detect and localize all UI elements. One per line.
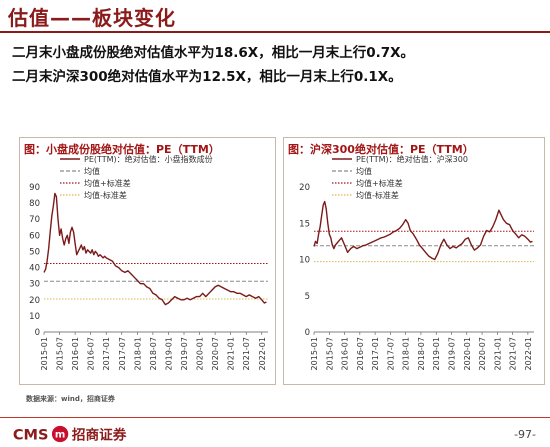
chart-hs300-panel: 图：沪深300绝对估值：PE（TTM） PE(TTM)：绝对估值：沪深300 均值…	[283, 137, 545, 385]
x-tick-label: 2016-07	[87, 337, 96, 370]
chart-small-cap-title: 图：小盘成份股绝对估值：PE（TTM）	[24, 143, 220, 156]
x-tick-label: 2017-07	[118, 337, 127, 370]
x-tick-label: 2019-07	[180, 337, 189, 370]
x-tick-label: 2020-07	[211, 337, 220, 370]
title-bar: 估值——板块变化	[0, 0, 550, 33]
y-tick-label: 50	[29, 247, 40, 257]
chart-hs300-title: 图：沪深300绝对估值：PE（TTM）	[288, 143, 474, 156]
legend-label-3: 均值-标准差	[356, 190, 399, 200]
x-tick-label: 2016-01	[71, 337, 80, 370]
legend-label-0: PE(TTM)：绝对估值：沪深300	[356, 154, 468, 164]
x-tick-label: 2021-07	[242, 337, 251, 370]
x-tick-label: 2022-01	[258, 337, 267, 370]
x-tick-label: 2019-01	[164, 337, 173, 370]
x-tick-label: 2018-07	[417, 337, 426, 370]
y-tick-label: 0	[305, 328, 310, 338]
y-tick-label: 60	[29, 231, 40, 241]
x-tick-label: 2015-01	[310, 337, 319, 370]
x-tick-label: 2021-07	[509, 337, 518, 370]
pe-ttm-series-line	[313, 200, 533, 261]
legend-label-2: 均值+标准差	[84, 178, 131, 188]
y-tick-label: 5	[305, 292, 310, 302]
y-tick-label: 0	[35, 328, 40, 338]
x-tick-label: 2015-07	[56, 337, 65, 370]
x-tick-label: 2015-07	[325, 337, 334, 370]
x-tick-label: 2021-01	[227, 337, 236, 370]
page-number: -97-	[514, 428, 536, 441]
x-tick-label: 2018-01	[133, 337, 142, 370]
x-tick-label: 2017-01	[102, 337, 111, 370]
logo-cn-text: 招商证券	[72, 426, 127, 443]
y-tick-label: 40	[29, 264, 40, 274]
y-tick-label: 30	[29, 280, 40, 290]
logo-mark-icon	[51, 425, 69, 443]
x-tick-label: 2016-07	[356, 337, 365, 370]
x-tick-label: 2016-01	[341, 337, 350, 370]
y-tick-label: 20	[29, 296, 40, 306]
logo-text: CMS	[13, 427, 49, 443]
x-tick-label: 2017-07	[386, 337, 395, 370]
x-tick-label: 2019-01	[432, 337, 441, 370]
chart-small-cap-panel: 图：小盘成份股绝对估值：PE（TTM） PE(TTM)：绝对估值：小盘指数成份均…	[19, 137, 276, 385]
y-tick-label: 80	[29, 199, 40, 209]
x-tick-label: 2020-01	[463, 337, 472, 370]
y-tick-label: 20	[299, 183, 310, 193]
x-tick-label: 2020-07	[478, 337, 487, 370]
x-tick-label: 2018-07	[149, 337, 158, 370]
title-underline	[0, 31, 550, 33]
y-tick-label: 90	[29, 183, 40, 193]
data-source: 数据来源：wind，招商证券	[26, 395, 115, 403]
summary-line-2: 二月末沪深300绝对估值水平为12.5X，相比一月末上行0.1X。	[12, 69, 402, 85]
footer-divider	[0, 417, 550, 418]
y-tick-label: 10	[299, 256, 310, 266]
x-tick-label: 2015-01	[40, 337, 49, 370]
page-title: 估值——板块变化	[8, 6, 176, 30]
x-tick-label: 2019-07	[448, 337, 457, 370]
legend-label-0: PE(TTM)：绝对估值：小盘指数成份	[84, 154, 213, 164]
y-tick-label: 15	[299, 219, 310, 229]
legend-label-1: 均值	[84, 166, 100, 176]
y-tick-label: 70	[29, 215, 40, 225]
cms-logo: CMS m 招商证券	[13, 425, 127, 443]
pe-ttm-series-line	[43, 192, 267, 306]
logo-mark-letter: m	[55, 430, 65, 441]
legend-label-3: 均值-标准差	[84, 190, 127, 200]
x-tick-label: 2020-01	[196, 337, 205, 370]
legend-label-1: 均值	[356, 166, 372, 176]
x-tick-label: 2017-01	[371, 337, 380, 370]
summary-line-1: 二月末小盘成份股绝对估值水平为18.6X，相比一月末上行0.7X。	[12, 45, 415, 61]
y-tick-label: 10	[29, 312, 40, 322]
x-tick-label: 2022-01	[524, 337, 533, 370]
legend-label-2: 均值+标准差	[356, 178, 403, 188]
x-tick-label: 2021-01	[493, 337, 502, 370]
x-tick-label: 2018-01	[402, 337, 411, 370]
